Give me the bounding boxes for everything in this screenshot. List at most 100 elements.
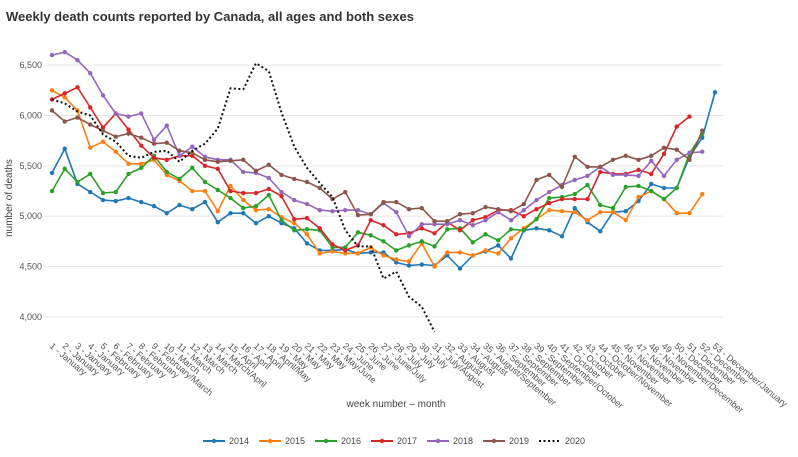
data-point-2015[interactable] <box>470 253 475 258</box>
data-point-2014[interactable] <box>394 260 399 265</box>
data-point-2014[interactable] <box>623 208 628 214</box>
legend-item-2016[interactable]: 2016 <box>315 436 361 446</box>
data-point-2017[interactable] <box>304 216 310 221</box>
legend-item-2015[interactable]: 2015 <box>259 436 305 446</box>
data-point-2018[interactable] <box>483 218 488 223</box>
data-point-2019[interactable] <box>49 108 55 113</box>
data-point-2016[interactable] <box>623 184 628 190</box>
data-point-2015[interactable] <box>62 95 67 100</box>
data-point-2015[interactable] <box>113 149 118 154</box>
data-point-2014[interactable] <box>202 199 208 205</box>
data-point-2017[interactable] <box>598 169 603 175</box>
data-point-2015[interactable] <box>623 218 628 223</box>
data-point-2014[interactable] <box>266 213 271 219</box>
data-point-2017[interactable] <box>139 143 144 148</box>
data-point-2016[interactable] <box>661 196 667 202</box>
data-point-2018[interactable] <box>190 144 195 149</box>
data-point-2014[interactable] <box>534 226 539 231</box>
data-point-2019[interactable] <box>381 199 386 205</box>
data-point-2017[interactable] <box>687 114 692 119</box>
data-point-2016[interactable] <box>572 191 577 197</box>
data-point-2014[interactable] <box>279 221 284 226</box>
data-point-2018[interactable] <box>649 158 654 164</box>
data-point-2015[interactable] <box>394 257 399 262</box>
data-point-2015[interactable] <box>126 161 131 167</box>
data-point-2014[interactable] <box>228 210 233 216</box>
data-point-2016[interactable] <box>508 227 514 232</box>
data-point-2016[interactable] <box>649 188 654 194</box>
data-point-2015[interactable] <box>215 208 220 214</box>
data-point-2015[interactable] <box>49 88 55 93</box>
data-point-2014[interactable] <box>190 206 195 212</box>
data-point-2018[interactable] <box>636 173 641 179</box>
data-point-2016[interactable] <box>100 190 106 196</box>
data-point-2018[interactable] <box>202 154 208 159</box>
data-point-2018[interactable] <box>177 153 182 158</box>
data-point-2014[interactable] <box>177 202 182 208</box>
data-point-2018[interactable] <box>266 175 271 181</box>
data-point-2014[interactable] <box>88 189 93 195</box>
data-point-2018[interactable] <box>317 207 322 213</box>
data-point-2015[interactable] <box>610 209 616 215</box>
data-point-2018[interactable] <box>585 173 590 179</box>
data-point-2017[interactable] <box>292 217 297 222</box>
data-point-2018[interactable] <box>304 201 310 207</box>
data-point-2019[interactable] <box>355 212 361 218</box>
data-point-2019[interactable] <box>457 211 463 217</box>
data-point-2019[interactable] <box>483 204 488 210</box>
data-point-2015[interactable] <box>496 251 501 256</box>
data-point-2019[interactable] <box>585 164 590 170</box>
data-point-2014[interactable] <box>712 90 718 95</box>
data-point-2016[interactable] <box>330 245 335 250</box>
data-point-2015[interactable] <box>559 208 565 214</box>
data-point-2019[interactable] <box>190 150 195 155</box>
data-point-2016[interactable] <box>241 205 246 211</box>
data-point-2019[interactable] <box>623 153 628 158</box>
data-point-2019[interactable] <box>228 158 233 164</box>
data-point-2019[interactable] <box>100 128 106 133</box>
data-point-2016[interactable] <box>547 195 552 201</box>
data-point-2016[interactable] <box>343 245 348 250</box>
data-point-2017[interactable] <box>674 124 679 129</box>
data-point-2017[interactable] <box>547 200 552 206</box>
data-point-2016[interactable] <box>381 239 386 244</box>
data-point-2015[interactable] <box>228 183 233 189</box>
data-point-2017[interactable] <box>75 85 80 90</box>
data-point-2019[interactable] <box>496 206 501 212</box>
data-point-2017[interactable] <box>317 226 322 231</box>
data-point-2014[interactable] <box>419 262 424 267</box>
data-point-2016[interactable] <box>62 166 67 172</box>
data-point-2015[interactable] <box>381 253 386 258</box>
data-point-2016[interactable] <box>228 195 233 201</box>
data-point-2015[interactable] <box>304 232 310 237</box>
data-point-2016[interactable] <box>585 182 590 188</box>
data-point-2019[interactable] <box>649 153 654 158</box>
data-point-2015[interactable] <box>406 259 412 264</box>
data-point-2017[interactable] <box>470 218 475 223</box>
data-point-2019[interactable] <box>419 205 424 211</box>
data-point-2014[interactable] <box>304 241 310 246</box>
data-point-2014[interactable] <box>661 185 667 191</box>
data-point-2018[interactable] <box>406 234 412 239</box>
data-point-2019[interactable] <box>279 172 284 178</box>
data-point-2018[interactable] <box>496 209 501 215</box>
data-point-2018[interactable] <box>88 71 93 76</box>
data-point-2014[interactable] <box>649 181 654 187</box>
data-point-2014[interactable] <box>547 228 552 233</box>
data-point-2018[interactable] <box>445 222 450 227</box>
data-point-2019[interactable] <box>317 185 322 191</box>
data-point-2014[interactable] <box>49 170 55 176</box>
data-point-2015[interactable] <box>585 218 590 223</box>
data-point-2014[interactable] <box>598 229 603 234</box>
data-point-2015[interactable] <box>432 264 437 269</box>
data-point-2016[interactable] <box>368 233 373 238</box>
data-point-2019[interactable] <box>75 115 80 120</box>
data-point-2016[interactable] <box>75 179 80 185</box>
data-point-2019[interactable] <box>661 145 667 150</box>
data-point-2019[interactable] <box>470 210 475 216</box>
data-point-2019[interactable] <box>687 157 692 163</box>
data-point-2014[interactable] <box>559 234 565 239</box>
data-point-2018[interactable] <box>661 173 667 179</box>
legend-item-2018[interactable]: 2018 <box>427 436 473 446</box>
data-point-2019[interactable] <box>610 157 616 163</box>
